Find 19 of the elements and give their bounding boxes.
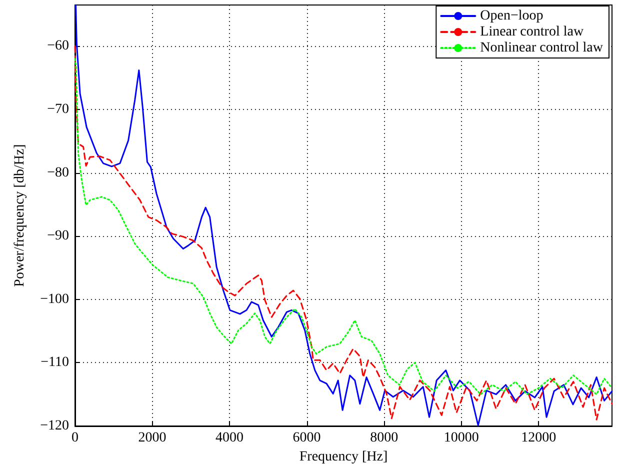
- y-tick-label: −110: [40, 355, 69, 370]
- x-axis-title: Frequency [Hz]: [299, 449, 388, 464]
- y-tick-label: −60: [47, 38, 69, 54]
- x-tick-label: 4000: [216, 430, 244, 446]
- y-tick-label: −80: [47, 165, 69, 180]
- y-tick-label: −100: [40, 292, 69, 307]
- x-tick-label: 8000: [370, 430, 398, 446]
- x-tick-label: 6000: [292, 430, 321, 446]
- x-tick-label: 12000: [521, 430, 556, 446]
- x-tick-label: 2000: [138, 430, 166, 446]
- y-tick-label: −70: [47, 102, 69, 117]
- y-axis-title: Power/frequency [db/Hz]: [12, 144, 28, 287]
- legend-label: Open−loop: [480, 8, 544, 24]
- legend-label: Nonlinear control law: [480, 40, 604, 56]
- x-tick-label: 10000: [444, 430, 479, 446]
- x-tick-label: 0: [72, 430, 78, 446]
- y-tick-label: −120: [40, 418, 69, 434]
- y-tick-label: −90: [47, 228, 69, 244]
- legend-label: Linear control law: [480, 24, 584, 40]
